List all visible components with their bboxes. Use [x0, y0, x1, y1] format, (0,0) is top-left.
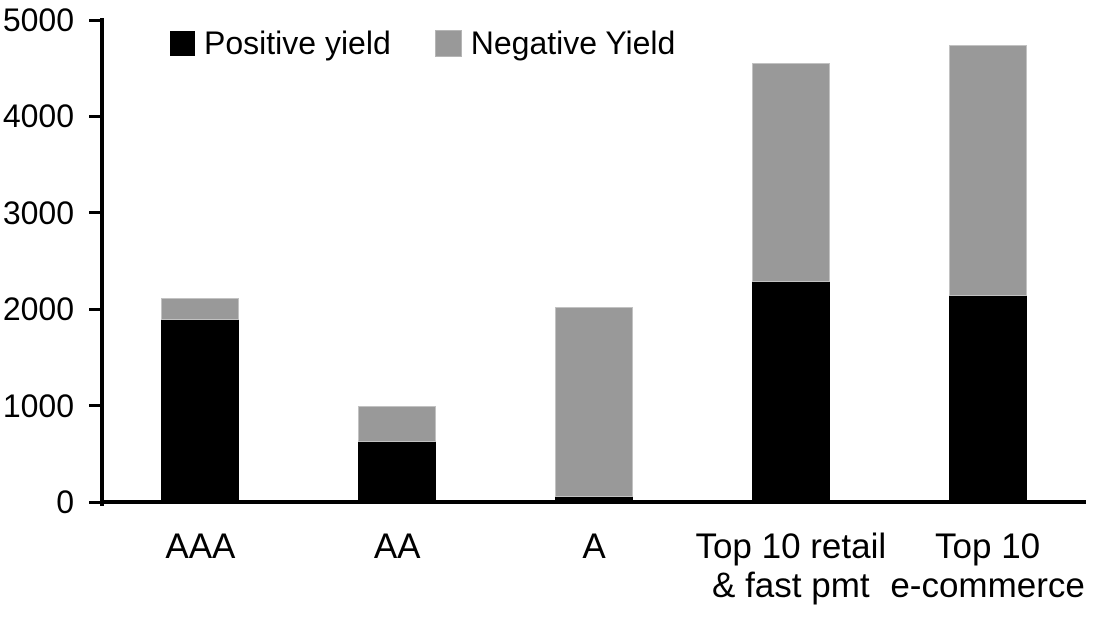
y-axis-tick [89, 404, 101, 408]
x-category-label-line: & fast pmt [712, 566, 870, 605]
y-tick-label: 5000 [2, 2, 74, 38]
y-tick-label: 3000 [2, 194, 74, 231]
y-axis-tick [89, 114, 101, 118]
bar-segment [948, 295, 1027, 502]
chart-legend: Positive yield Negative Yield [170, 25, 675, 61]
x-category-label-line: Top 10 [935, 527, 1041, 566]
bar-segment [358, 442, 437, 502]
y-tick-label: 1000 [2, 387, 74, 424]
y-tick-label: 4000 [2, 98, 74, 135]
bar-segment [358, 405, 437, 443]
y-tick-label: 0 [56, 484, 74, 520]
y-tick-label: 2000 [2, 291, 74, 328]
legend-item: Negative Yield [434, 25, 676, 61]
bar-segment [555, 497, 633, 502]
bar-segment [161, 297, 240, 320]
bar-segment [555, 307, 633, 498]
y-axis-tick [89, 18, 101, 22]
y-axis-tick [89, 500, 101, 504]
x-category-label-line: A [582, 527, 606, 566]
bar-segment [161, 319, 240, 502]
y-axis-tick [89, 307, 101, 311]
x-category-label: Top 10 e-commerce [838, 527, 1102, 605]
x-category-label-line: e-commerce [890, 566, 1085, 605]
legend-item: Positive yield [170, 25, 391, 61]
bar-segment [751, 282, 830, 502]
x-category-label: AA [247, 527, 547, 566]
x-category-label: AAA [50, 527, 350, 566]
y-axis-tick [89, 211, 101, 215]
y-axis-line [100, 18, 104, 506]
x-axis-line [100, 500, 1086, 504]
bar-segment [751, 63, 830, 283]
bar-segment [948, 45, 1027, 296]
x-category-label-line: AA [373, 527, 421, 566]
x-category-label-line: Top 10 retail [695, 527, 887, 566]
x-category-label-line: AAA [165, 527, 236, 566]
x-category-label: Top 10 retail & fast pmt [641, 527, 941, 605]
legend-swatch-icon [170, 30, 195, 56]
x-category-label: A [444, 527, 744, 566]
legend-label: Negative Yield [470, 25, 676, 61]
legend-label: Positive yield [204, 25, 391, 61]
legend-swatch-icon [434, 29, 462, 57]
